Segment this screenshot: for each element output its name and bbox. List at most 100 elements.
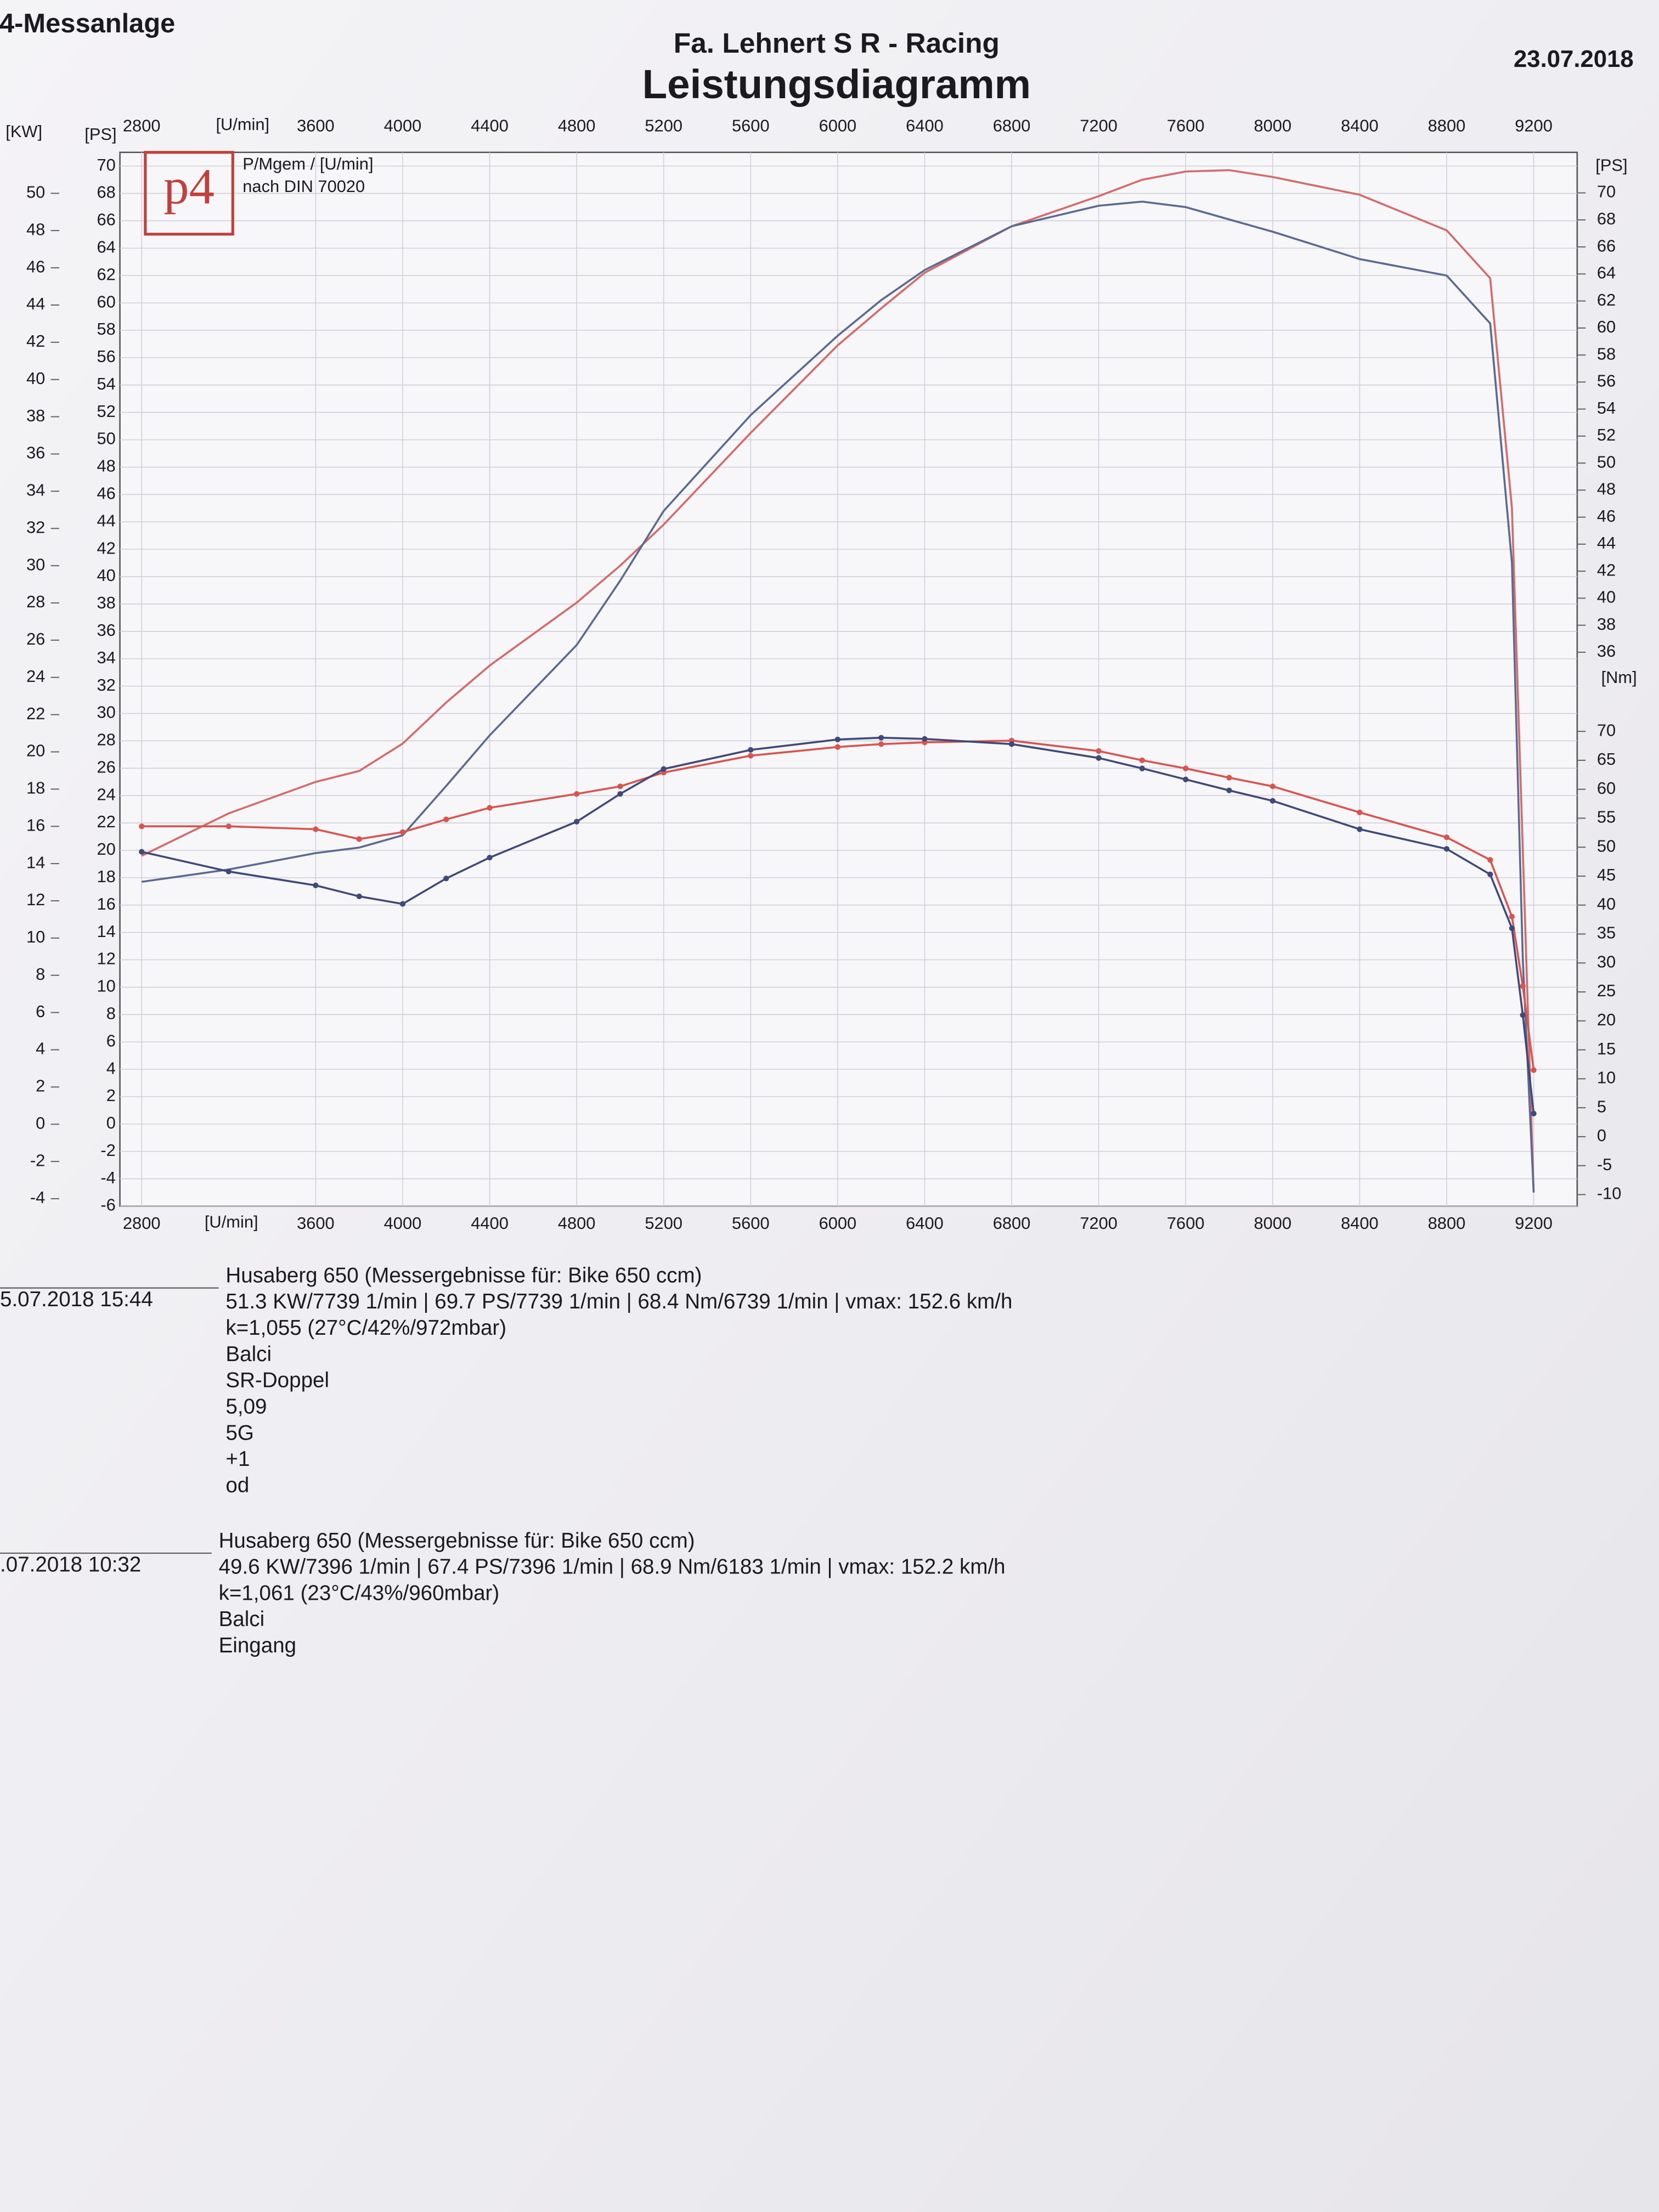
run-line: k=1,061 (23°C/43%/960mbar) [219, 1581, 500, 1605]
kw-tick-label: 42 [26, 331, 45, 351]
y2-tick-label: 48 [1597, 479, 1616, 499]
data-point [313, 882, 319, 889]
data-point [1531, 1110, 1537, 1116]
company: Fa. Lehnert S R - Racing [674, 27, 1000, 59]
data-point [573, 791, 580, 797]
y-tick-label: 48 [97, 456, 116, 476]
y3-tick-label: 15 [1597, 1039, 1616, 1058]
y-tick-label: 66 [97, 210, 116, 229]
data-point [1443, 834, 1450, 840]
kw-tick-label: 10 [26, 927, 45, 946]
y-tick-label: -2 [100, 1141, 115, 1160]
kw-tick-label: 24 [26, 667, 45, 686]
kw-tick-label: 0 [36, 1113, 45, 1132]
x-tick-label: 3600 [297, 116, 335, 136]
x-tick-label: 7200 [1080, 116, 1118, 136]
x-axis-label: [U/min] [205, 1212, 258, 1232]
y-tick-label: 4 [106, 1058, 116, 1077]
y2-tick-label: 44 [1597, 533, 1616, 552]
kw-tick-label: 2 [36, 1076, 45, 1096]
kw-tick-label: 50 [26, 183, 45, 202]
run-line: +1 [225, 1447, 250, 1471]
y3-tick-label: 5 [1597, 1097, 1606, 1116]
data-point [225, 823, 232, 830]
y-tick-label: 56 [97, 347, 116, 366]
y-tick-label: 28 [97, 730, 116, 749]
y2-tick-label: 62 [1597, 290, 1616, 309]
data-point [399, 829, 406, 835]
data-point [834, 744, 841, 750]
y-axis-label: [PS] [84, 125, 116, 144]
y3-tick-label: 55 [1597, 808, 1616, 827]
x-tick-label: 3600 [297, 1214, 335, 1233]
y2-tick-label: 58 [1597, 344, 1616, 363]
data-point [1096, 755, 1102, 761]
logo: p4 [163, 159, 215, 215]
y-tick-label: 22 [97, 812, 116, 831]
y2-tick-label: 38 [1597, 614, 1616, 634]
y-tick-label: 8 [106, 1003, 116, 1023]
data-point [1520, 983, 1526, 989]
y2-axis-label: [PS] [1595, 156, 1627, 175]
run-line: Balci [225, 1342, 272, 1366]
x-tick-label: 5200 [645, 1214, 682, 1233]
x-tick-label: 8400 [1341, 1214, 1379, 1233]
y3-tick-label: -10 [1597, 1184, 1622, 1203]
y-tick-label: 36 [97, 620, 116, 640]
y3-axis-label: [Nm] [1601, 668, 1637, 687]
x-tick-label: 4800 [558, 1214, 596, 1233]
data-point [1443, 846, 1450, 852]
y2-tick-label: 52 [1597, 425, 1616, 444]
data-point [1520, 1012, 1526, 1018]
y-tick-label: 0 [106, 1113, 116, 1132]
x-tick-label: 6000 [819, 1214, 857, 1233]
kw-tick-label: 8 [36, 964, 45, 984]
y3-tick-label: 35 [1597, 923, 1616, 943]
data-point [1269, 798, 1276, 804]
data-point [922, 736, 928, 742]
data-point [487, 805, 493, 811]
x-tick-label: 4800 [558, 116, 596, 136]
y2-tick-label: 66 [1597, 236, 1616, 255]
kw-tick-label: 44 [26, 294, 45, 313]
y-tick-label: 34 [97, 648, 116, 667]
y-tick-label: 58 [97, 319, 116, 338]
data-point [661, 766, 667, 772]
run-line: Husaberg 650 (Messergebnisse für: Bike 6… [219, 1529, 695, 1553]
date: 23.07.2018 [1514, 46, 1634, 72]
y-tick-label: 32 [97, 675, 116, 695]
y-tick-label: 62 [97, 264, 116, 284]
y3-tick-label: 0 [1597, 1126, 1606, 1145]
x-tick-label: 8800 [1428, 1214, 1466, 1233]
y3-tick-label: 25 [1597, 981, 1616, 1000]
y2-tick-label: 64 [1597, 263, 1616, 283]
kw-tick-label: 22 [26, 704, 45, 723]
y-tick-label: 10 [97, 977, 116, 996]
data-point [573, 819, 580, 825]
data-line [141, 736, 1535, 1114]
data-line [141, 169, 1535, 1193]
data-point [225, 868, 232, 874]
y-tick-label: 18 [97, 867, 116, 886]
y-tick-label: -4 [100, 1168, 115, 1187]
logo-text: P/Mgem / [U/min] [242, 154, 373, 173]
x-tick-label: 9200 [1515, 116, 1553, 136]
x-axis-label: [U/min] [216, 115, 269, 134]
x-tick-label: 7600 [1167, 116, 1205, 136]
data-point [1509, 913, 1515, 920]
y2-tick-label: 54 [1597, 398, 1616, 417]
x-tick-label: 6800 [993, 1214, 1031, 1233]
kw-tick-label: 6 [36, 1002, 45, 1021]
y2-tick-label: 40 [1597, 588, 1616, 607]
run-line: 5G [225, 1421, 253, 1444]
y3-tick-label: 70 [1597, 720, 1616, 740]
y-tick-label: 54 [97, 374, 116, 393]
y-tick-label: 60 [97, 292, 116, 311]
y-tick-label: 30 [97, 703, 116, 722]
data-point [1487, 871, 1493, 877]
y3-tick-label: 60 [1597, 778, 1616, 798]
header-left: p4-Messanlage [0, 9, 175, 38]
y-tick-label: 14 [97, 922, 116, 941]
y3-tick-label: -5 [1597, 1155, 1612, 1174]
kw-tick-label: 34 [26, 481, 45, 500]
